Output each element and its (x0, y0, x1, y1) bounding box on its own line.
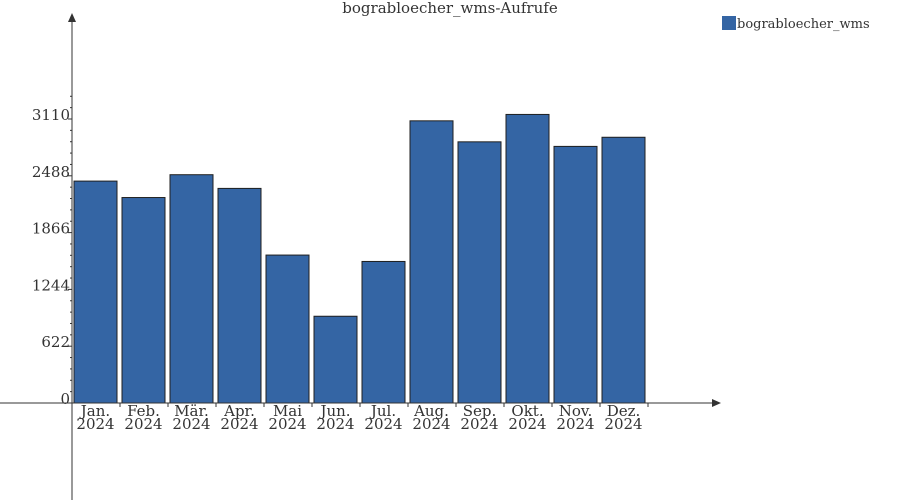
x-tick-label-7: Jul. 2024 (364, 402, 402, 433)
y-tick-label-4: 1866 (32, 220, 70, 238)
legend-label: bograbloecher_wms (737, 17, 870, 32)
x-tick-label-2: Feb. 2024 (124, 402, 162, 433)
bar-2 (121, 197, 166, 404)
bar-4 (217, 187, 262, 404)
y-tick-label-6: 3110 (32, 106, 70, 124)
bar-5 (265, 254, 310, 404)
bar-3 (169, 174, 214, 404)
y-tick-label-1: 0 (60, 390, 70, 408)
legend: bograbloecher_wms (722, 16, 870, 32)
bar-6 (313, 315, 358, 404)
y-tick-label-3: 1244 (32, 276, 70, 294)
axes (0, 13, 721, 500)
bar-8 (409, 120, 454, 404)
x-tick-label-1: Jan. 2024 (76, 402, 114, 433)
chart-title: bograbloecher_wms-Aufrufe (342, 0, 558, 17)
x-axis-arrow (712, 399, 721, 407)
bar-10 (505, 113, 550, 404)
bar-9 (457, 141, 502, 404)
bar-11 (553, 145, 598, 404)
x-tick-label-6: Jun. 2024 (316, 402, 354, 433)
x-tick-label-12: Dez. 2024 (604, 402, 642, 433)
y-tick-label-2: 622 (41, 333, 70, 351)
legend-swatch (722, 16, 736, 30)
y-ticks-group: 0 622 1244 1866 2488 3110 (32, 106, 72, 408)
y-minor-ticks (70, 95, 72, 393)
y-tick-label-5: 2488 (32, 163, 70, 181)
x-tick-label-5: Mai 2024 (268, 402, 306, 433)
x-tick-label-10: Okt. 2024 (508, 402, 546, 433)
bar-7 (361, 260, 406, 404)
bar-12 (601, 136, 646, 404)
x-tick-label-11: Nov. 2024 (556, 402, 594, 433)
x-tick-label-8: Aug. 2024 (412, 402, 450, 433)
x-tick-label-4: Apr. 2024 (220, 402, 258, 433)
bar-1 (73, 180, 118, 404)
bars-group (73, 113, 646, 404)
x-tick-label-3: Mär. 2024 (172, 402, 210, 433)
x-tick-label-9: Sep. 2024 (460, 402, 498, 433)
x-ticks-group: Jan. 2024 Feb. 2024 Mär. 2024 Apr. 2024 Mai 2024 J… (71, 402, 649, 433)
y-axis-arrow (68, 13, 76, 22)
